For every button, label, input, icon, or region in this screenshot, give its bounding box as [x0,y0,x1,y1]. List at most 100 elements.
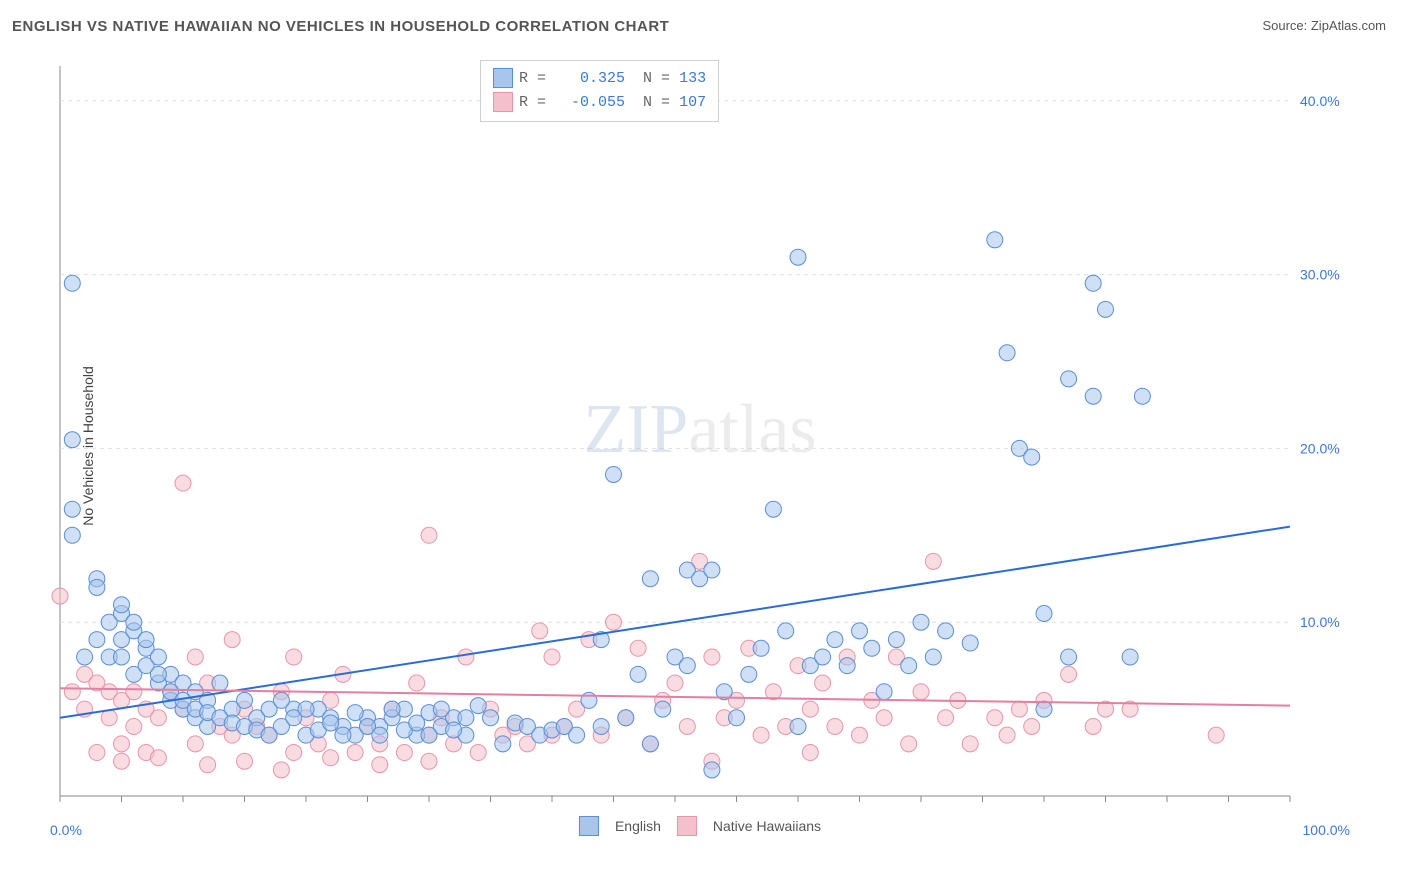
scatter-point [335,727,351,743]
scatter-point [384,701,400,717]
scatter-point [64,684,80,700]
scatter-point [64,501,80,517]
scatter-point [1061,649,1077,665]
scatter-point [175,475,191,491]
scatter-point [802,701,818,717]
scatter-point [286,745,302,761]
scatter-point [741,666,757,682]
scatter-point [458,649,474,665]
scatter-point [679,718,695,734]
scatter-point [1061,371,1077,387]
legend-stats-row: R = 0.325 N = 133 [493,67,706,91]
scatter-point [999,345,1015,361]
scatter-point [200,757,216,773]
scatter-point [925,649,941,665]
scatter-point [483,710,499,726]
scatter-point [126,614,142,630]
scatter-point [938,623,954,639]
scatter-point [421,753,437,769]
scatter-point [999,727,1015,743]
y-tick-label: 30.0% [1300,267,1340,283]
scatter-point [815,675,831,691]
scatter-point [753,727,769,743]
scatter-point [372,757,388,773]
scatter-point [864,640,880,656]
scatter-point [901,658,917,674]
scatter-point [138,632,154,648]
scatter-point [962,635,978,651]
chart-container: 10.0%20.0%30.0%40.0% ZIPatlas R = 0.325 … [50,56,1350,836]
scatter-point [126,684,142,700]
y-tick-label: 20.0% [1300,440,1340,456]
scatter-point [987,232,1003,248]
scatter-point [114,597,130,613]
legend-stats-row: R = -0.055 N = 107 [493,91,706,115]
scatter-point [1011,701,1027,717]
source-attribution: Source: ZipAtlas.com [1262,18,1386,33]
scatter-point [409,675,425,691]
scatter-point [273,692,289,708]
scatter-point [89,579,105,595]
scatter-point [876,684,892,700]
scatter-point [1036,606,1052,622]
scatter-point [778,623,794,639]
legend-label: Native Hawaiians [713,818,821,834]
scatter-point [323,750,339,766]
scatter-point [347,705,363,721]
scatter-point [495,736,511,752]
scatter-point [372,727,388,743]
scatter-point [888,632,904,648]
scatter-point [1208,727,1224,743]
scatter-point [544,649,560,665]
scatter-point [852,727,868,743]
scatter-point [655,701,671,717]
scatter-point [962,736,978,752]
scatter-point [114,753,130,769]
scatter-point [1085,718,1101,734]
legend-swatch [677,816,697,836]
scatter-point [64,432,80,448]
scatter-point [901,736,917,752]
scatter-point [704,762,720,778]
scatter-point [64,527,80,543]
scatter-point [606,466,622,482]
scatter-point [101,710,117,726]
scatter-point [114,736,130,752]
scatter-point [938,710,954,726]
scatter-point [421,527,437,543]
scatter-point [765,501,781,517]
scatter-point [286,649,302,665]
scatter-point [150,710,166,726]
scatter-point [753,640,769,656]
scatter-point [187,736,203,752]
scatter-point [396,745,412,761]
scatter-point [89,745,105,761]
scatter-point [150,750,166,766]
scatter-point [815,649,831,665]
scatter-point [729,710,745,726]
scatter-point [323,715,339,731]
scatter-point [347,745,363,761]
scatter-point [925,553,941,569]
scatter-point [606,614,622,630]
scatter-point [1024,449,1040,465]
scatter-point [224,632,240,648]
scatter-point [187,649,203,665]
legend-label: English [615,818,661,834]
scatter-point [433,701,449,717]
scatter-point [421,727,437,743]
scatter-point [237,692,253,708]
scatter-point [1024,718,1040,734]
scatter-point [446,722,462,738]
scatter-point [458,710,474,726]
scatter-point [667,675,683,691]
scatter-chart: 10.0%20.0%30.0%40.0% [50,56,1350,836]
scatter-point [150,666,166,682]
scatter-point [77,649,93,665]
legend-bottom: English Native Hawaiians [571,816,829,836]
scatter-point [987,710,1003,726]
scatter-point [64,275,80,291]
scatter-point [126,718,142,734]
chart-title: ENGLISH VS NATIVE HAWAIIAN NO VEHICLES I… [12,18,669,35]
scatter-point [470,745,486,761]
